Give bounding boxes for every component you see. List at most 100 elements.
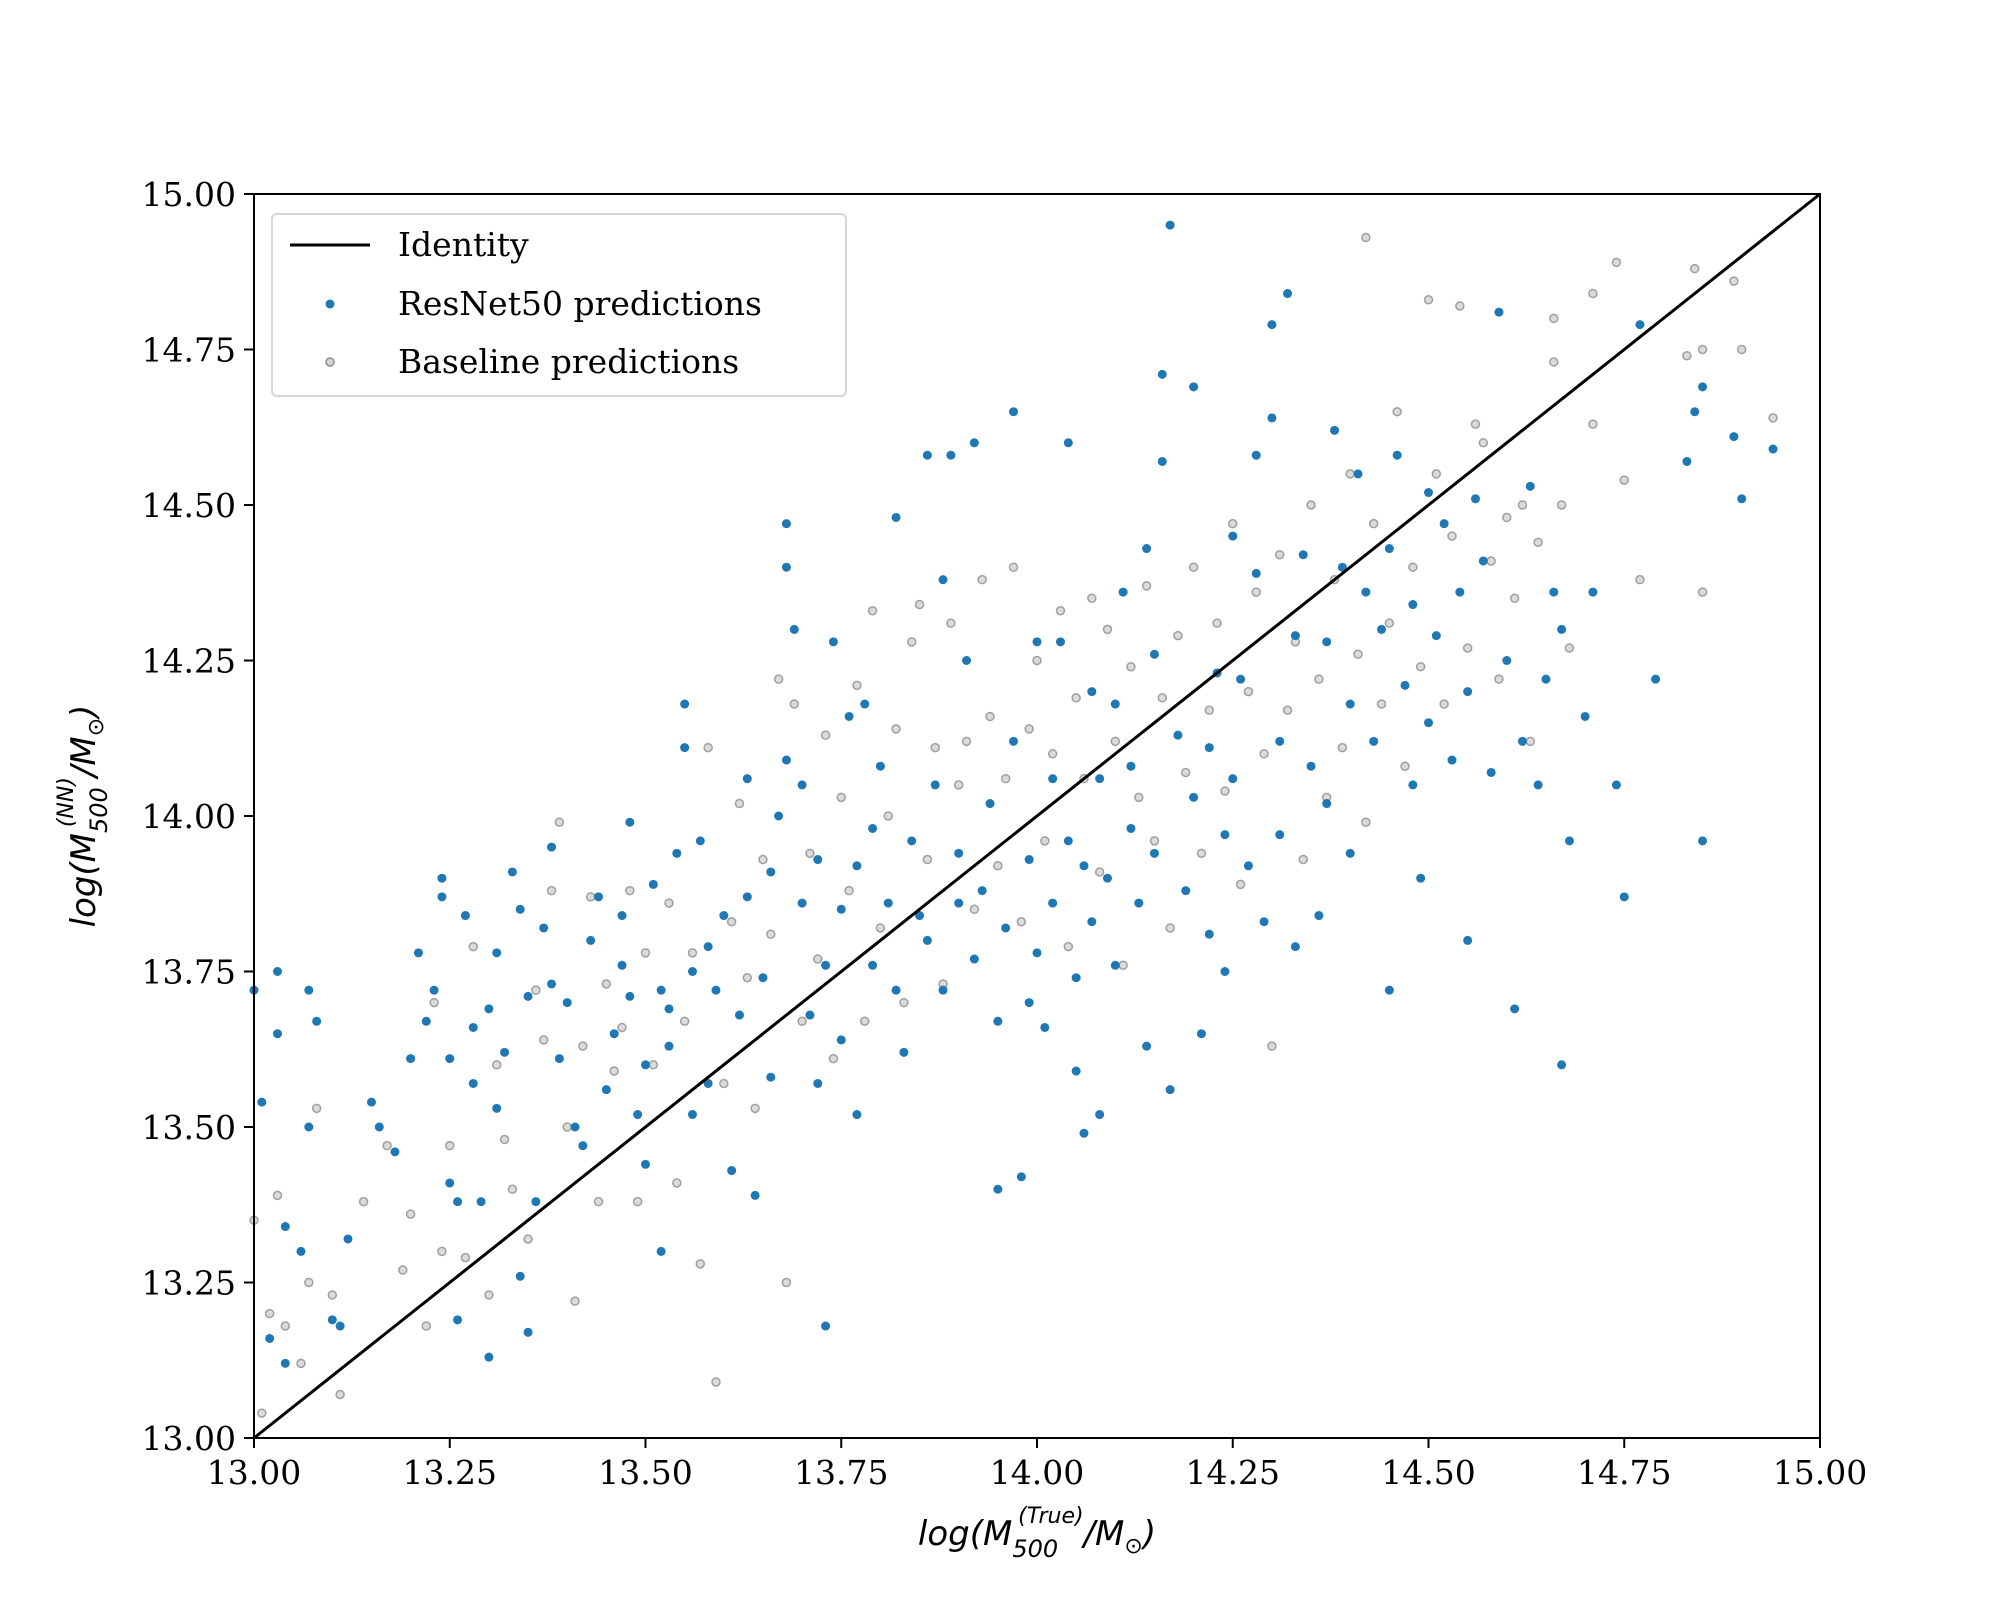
baseline-point <box>609 1066 619 1076</box>
baseline-point <box>437 1246 447 1257</box>
baseline-point <box>977 574 987 585</box>
baseline-point <box>327 1290 338 1300</box>
resnet50-point <box>1345 699 1355 709</box>
legend-label-identity: Identity <box>398 225 529 264</box>
resnet50-point <box>962 656 972 665</box>
baseline-point <box>601 979 612 989</box>
baseline-point <box>1259 749 1269 759</box>
baseline-point <box>1423 294 1434 305</box>
x-tick-label: 14.75 <box>1577 1453 1671 1492</box>
resnet50-point <box>523 1327 533 1337</box>
legend-resnet-marker <box>325 299 335 309</box>
resnet50-point <box>938 575 948 585</box>
baseline-point <box>311 1103 322 1114</box>
resnet50-point <box>1102 873 1112 883</box>
resnet50-point <box>617 960 627 970</box>
baseline-point <box>1431 469 1442 479</box>
resnet50-point <box>969 438 979 448</box>
y-axis-ticks: 13.00 13.25 13.50 13.75 14.00 14.25 14.50 14.75… <box>142 175 254 1458</box>
baseline-point <box>1697 344 1708 355</box>
baseline-point <box>813 954 823 964</box>
resnet50-point <box>734 1010 744 1020</box>
baseline-point <box>1243 686 1254 697</box>
baseline-point <box>985 711 995 722</box>
baseline-point <box>358 1196 369 1207</box>
resnet50-point <box>1079 861 1089 871</box>
baseline-point <box>1134 792 1144 803</box>
baseline-point <box>1173 630 1183 641</box>
resnet50-point <box>1228 774 1238 784</box>
baseline-point <box>1345 469 1355 479</box>
legend: Identity ResNet50 predictions Baseline p… <box>271 213 847 397</box>
resnet50-point <box>1510 1004 1520 1014</box>
resnet50-point <box>1087 917 1097 927</box>
resnet50-point <box>719 911 729 921</box>
baseline-point <box>1768 413 1778 423</box>
resnet50-point <box>1619 892 1629 902</box>
baseline-point <box>1274 550 1285 560</box>
resnet50-point <box>1134 898 1144 908</box>
baseline-point <box>546 885 557 896</box>
resnet50-point <box>280 1358 290 1368</box>
resnet50-point <box>781 519 791 529</box>
baseline-point <box>491 1060 502 1070</box>
resnet50-point <box>547 842 557 852</box>
resnet50-point <box>641 1060 650 1070</box>
x-tick-label: 14.25 <box>1186 1453 1280 1492</box>
resnet50-point <box>484 1352 494 1362</box>
resnet50-point <box>594 892 604 902</box>
baseline-point <box>570 1296 580 1306</box>
resnet50-point <box>1314 911 1324 921</box>
resnet50-point <box>1337 562 1347 572</box>
baseline-point <box>1462 643 1473 653</box>
baseline-point <box>1392 406 1402 417</box>
resnet50-point <box>484 1004 494 1014</box>
resnet50-point <box>633 1110 643 1120</box>
baseline-point <box>640 948 651 958</box>
baseline-point <box>562 1122 572 1132</box>
resnet50-point <box>781 755 791 765</box>
baseline-point <box>766 929 776 939</box>
x-axis-label: log(M500(True)/M⊙) <box>918 1504 1156 1563</box>
resnet50-point <box>523 991 533 1001</box>
resnet50-point <box>1392 450 1402 460</box>
baseline-point <box>1682 350 1692 361</box>
baseline-point <box>421 1321 432 1331</box>
resnet50-point <box>828 637 838 647</box>
legend-box <box>271 213 847 397</box>
baseline-point <box>789 699 800 709</box>
resnet50-point <box>993 1016 1003 1026</box>
resnet50-point <box>1126 761 1136 771</box>
resnet50-point <box>977 886 987 896</box>
resnet50-point <box>813 1078 823 1088</box>
resnet50-point <box>515 1271 525 1281</box>
resnet50-point <box>280 1222 290 1232</box>
resnet50-point <box>1275 736 1285 746</box>
resnet50-point <box>1377 624 1387 634</box>
resnet50-point <box>1173 730 1183 740</box>
resnet50-point <box>265 1333 275 1343</box>
baseline-point <box>922 854 933 865</box>
baseline-point <box>1055 605 1066 616</box>
resnet50-point <box>374 1122 384 1132</box>
resnet50-point <box>296 1246 306 1256</box>
resnet50-point <box>453 1197 463 1207</box>
resnet50-point <box>586 935 596 945</box>
resnet50-point <box>1549 587 1559 597</box>
resnet50-point <box>1126 823 1136 833</box>
resnet50-point <box>664 1004 674 1014</box>
baseline-point <box>507 1184 518 1194</box>
y-axis-label: log(M500(NN)/M⊙) <box>54 705 113 928</box>
resnet50-point <box>257 1097 267 1107</box>
baseline-point <box>734 798 745 809</box>
baseline-point <box>969 904 980 915</box>
baseline-point <box>1408 562 1418 572</box>
baseline-point <box>719 1078 729 1089</box>
resnet50-point <box>766 867 776 877</box>
resnet50-point <box>797 898 807 908</box>
baseline-point <box>1509 593 1520 604</box>
baseline-point <box>1384 618 1395 628</box>
resnet50-point <box>1040 1022 1050 1032</box>
resnet50-point <box>641 1159 650 1169</box>
